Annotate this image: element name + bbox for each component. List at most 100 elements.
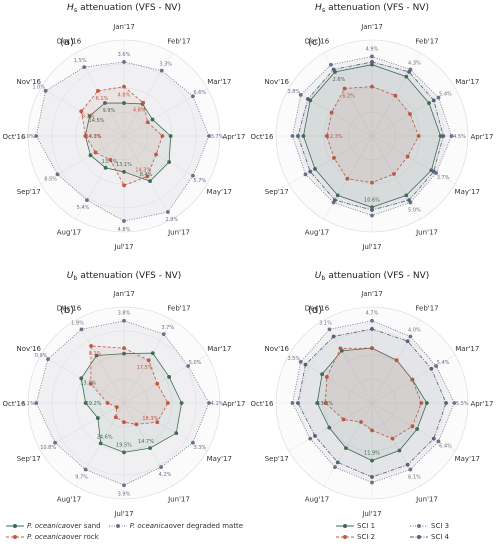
- panel-tag: (c): [308, 37, 321, 48]
- panel-title: Hs attenuation (VFS - NV): [315, 3, 429, 14]
- data-label: 4.9%: [366, 46, 379, 52]
- month-label: Oct'16: [3, 133, 26, 141]
- radar-panel-a: Hs attenuation (VFS - NV) (a) Jan'17 Feb'17…: [3, 3, 246, 251]
- series-1: 10.6% 2.6%: [301, 62, 443, 210]
- data-point: [329, 110, 334, 115]
- series-4: [296, 327, 448, 479]
- data-label: 4.7%: [366, 311, 379, 317]
- radar-panel-d: Ub attenuation (VFS - NV) (d) Jan'17 Feb'17…: [251, 271, 494, 518]
- data-point: [324, 134, 329, 138]
- radar-spoke: [123, 354, 208, 404]
- data-point: [298, 359, 303, 364]
- data-label: 6.1%: [96, 96, 109, 102]
- data-point: [332, 156, 336, 160]
- data-point: [338, 346, 343, 351]
- data-point: [79, 327, 84, 332]
- data-label: 5.5%: [456, 401, 469, 407]
- month-label: Oct'16: [251, 400, 274, 408]
- legend-line-icon: [410, 534, 428, 539]
- data-point: [114, 405, 119, 410]
- data-point: [113, 415, 118, 420]
- data-point: [370, 54, 374, 59]
- data-point: [407, 69, 411, 74]
- data-point: [79, 376, 84, 381]
- radar-spoke: [288, 354, 373, 404]
- month-label: Dec'16: [305, 305, 330, 313]
- data-point: [155, 420, 160, 425]
- radar-spoke: [371, 135, 421, 220]
- data-point: [155, 381, 160, 386]
- data-label: 14.3%: [135, 167, 151, 173]
- data-point: [324, 375, 329, 379]
- month-label: Oct'16: [3, 400, 26, 408]
- data-point: [303, 362, 308, 367]
- legend-label: SCI 4: [431, 532, 450, 541]
- data-point: [122, 450, 126, 455]
- legend-label-italic: P. oceanica: [27, 532, 66, 541]
- radar-spoke: [123, 52, 173, 137]
- data-label: 13.4%: [102, 159, 118, 165]
- data-point: [303, 172, 308, 177]
- data-label: 3.3%: [193, 445, 206, 451]
- data-point: [370, 327, 374, 331]
- legend-item-sci4: SCI 4: [410, 533, 449, 541]
- radar-spoke: [323, 52, 373, 137]
- data-point: [141, 100, 146, 105]
- data-point: [122, 420, 126, 425]
- radar-spoke: [75, 319, 125, 404]
- data-point: [82, 65, 87, 70]
- radar-spoke: [75, 135, 125, 220]
- legend-line-icon: [6, 523, 24, 528]
- data-point: [79, 109, 84, 114]
- data-point: [122, 346, 126, 351]
- data-point: [87, 114, 92, 119]
- data-label: 1.9%: [71, 320, 84, 326]
- data-label: 5.4%: [439, 92, 452, 98]
- legend-right: SCI 1 SCI 3 SCI 2 SCI 4: [336, 520, 457, 542]
- data-point: [207, 134, 211, 138]
- data-point: [370, 84, 374, 89]
- data-point: [148, 179, 152, 184]
- data-point: [98, 441, 103, 446]
- data-point: [407, 198, 411, 203]
- data-point: [53, 440, 58, 445]
- legend-item-sand: P. oceanica over sand: [6, 522, 101, 530]
- data-point: [370, 458, 374, 463]
- data-point: [165, 210, 170, 214]
- data-point: [393, 93, 398, 98]
- data-point: [308, 169, 313, 174]
- month-label: Feb'17: [415, 305, 438, 313]
- legend-label: over rock: [65, 532, 99, 541]
- data-label: 8.5%: [44, 176, 57, 182]
- panel-title: Hs attenuation (VFS - NV): [67, 3, 181, 14]
- panel-tag: (a): [60, 37, 74, 48]
- data-point: [320, 372, 325, 377]
- data-point: [186, 364, 191, 368]
- data-label: 1.0%: [32, 85, 45, 91]
- legend-line-icon: [410, 523, 428, 528]
- data-point: [83, 401, 88, 405]
- data-point: [431, 169, 436, 174]
- legend-item-degraded-matte: P. oceanica over degraded matte: [108, 522, 243, 530]
- month-label: Jan'17: [112, 290, 135, 298]
- data-label: 6.2%: [342, 93, 355, 99]
- series-3: 3.6% 3.3% 6.6% 3.7% 5.7% 2.9% 4.8% 5.4% 8.5% 3.0%…: [22, 52, 224, 233]
- month-label: Nov'16: [264, 78, 289, 86]
- data-point: [290, 401, 295, 405]
- data-label: 4.8%: [118, 227, 131, 233]
- data-label: 4.8%: [133, 108, 146, 114]
- radar-spoke: [323, 402, 373, 487]
- data-point: [449, 134, 454, 138]
- data-point: [415, 427, 420, 431]
- data-point: [313, 167, 317, 171]
- month-label: May'17: [455, 188, 480, 196]
- month-label: Jun'17: [415, 228, 438, 236]
- month-label: Sep'17: [265, 188, 289, 196]
- data-label: 3.8%: [287, 89, 300, 95]
- data-label: 3.0%: [22, 134, 35, 140]
- series-1: 14.7% 19.5%24.6% 19.2% 13.3%: [79, 351, 184, 455]
- data-point: [168, 134, 173, 138]
- data-point: [419, 401, 424, 405]
- data-label: 14.1%: [85, 134, 101, 140]
- month-label: Jun'17: [167, 228, 190, 236]
